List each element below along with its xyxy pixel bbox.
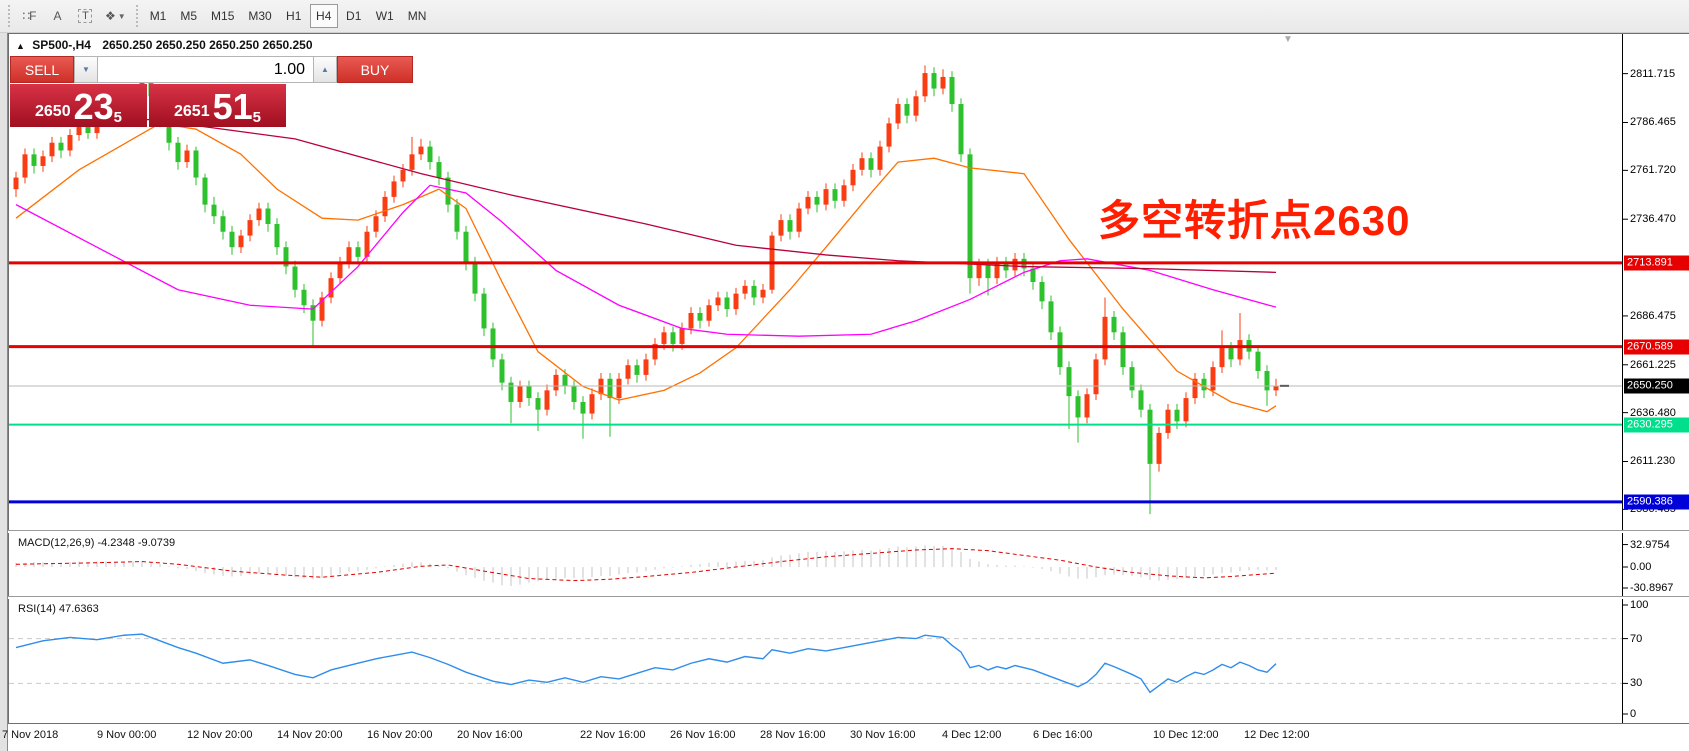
rsi-tick-label: 100 <box>1630 599 1649 611</box>
sell-price-integer: 2650 <box>35 103 71 120</box>
price-tick-label: 2611.230 <box>1630 455 1676 468</box>
text-box-tool-icon: T <box>78 9 92 23</box>
timeframes-group: M1 M5 M15 M30 H1 H4 D1 W1 MN <box>143 4 434 28</box>
time-tick-label: 12 Dec 12:00 <box>1244 729 1310 741</box>
price-level-badge: 2670.589 <box>1624 339 1689 355</box>
time-tick-label: 9 Nov 00:00 <box>97 729 157 741</box>
price-tick-label: 2661.225 <box>1630 358 1676 371</box>
price-tick-label: 2786.465 <box>1630 116 1676 129</box>
buy-price-display[interactable]: 2651 51 5 <box>149 84 286 127</box>
text-box-tool-button[interactable]: T <box>72 4 98 28</box>
price-tick-label: 2686.475 <box>1630 309 1676 322</box>
time-tick-label: 7 Nov 2018 <box>2 729 59 741</box>
chart-title: ▲ SP500-,H4 2650.250 2650.250 2650.250 2… <box>16 38 313 52</box>
collapse-arrow-icon[interactable]: ▲ <box>16 41 25 51</box>
volume-increase-button[interactable]: ▲ <box>313 56 337 83</box>
timeframe-button-m15[interactable]: M15 <box>211 9 235 23</box>
time-tick-label: 28 Nov 16:00 <box>760 729 826 741</box>
volume-decrease-button[interactable]: ▼ <box>74 56 98 83</box>
macd-tick-label: -30.8967 <box>1630 582 1674 594</box>
toolbar: ∷F A T ❖ ▼ M1 M5 M15 M30 H1 H4 D1 W1 MN <box>0 0 1689 33</box>
time-axis-strip <box>8 723 1689 751</box>
drawing-tools-group: ∷F A T ❖ ▼ <box>15 4 132 28</box>
sell-price-fraction: 5 <box>113 109 122 126</box>
window-left-edge <box>0 33 8 751</box>
ohlc-quotes: 2650.250 2650.250 2650.250 2650.250 <box>102 38 313 52</box>
buy-price-pips: 51 <box>212 85 253 127</box>
timeframe-button-d1[interactable]: D1 <box>346 9 362 23</box>
timeframe-toolbar-grip[interactable] <box>134 5 140 27</box>
buy-price-integer: 2651 <box>174 103 210 120</box>
price-level-badge: 2630.295 <box>1624 417 1689 433</box>
toolbar-grip[interactable] <box>7 5 12 27</box>
time-tick-label: 20 Nov 16:00 <box>457 729 523 741</box>
timeframe-button-h4[interactable]: H4 <box>309 4 338 28</box>
macd-indicator-label: MACD(12,26,9) -4.2348 -9.0739 <box>18 537 176 549</box>
price-tick-label: 2811.715 <box>1630 67 1676 80</box>
time-tick-label: 16 Nov 20:00 <box>367 729 433 741</box>
buy-button[interactable]: BUY <box>337 56 413 83</box>
price-level-badge: 2590.386 <box>1624 494 1689 510</box>
buy-price-fraction: 5 <box>252 109 261 126</box>
time-tick-label: 30 Nov 16:00 <box>850 729 916 741</box>
volume-input[interactable] <box>98 56 313 83</box>
time-tick-label: 6 Dec 16:00 <box>1033 729 1093 741</box>
rsi-tick-label: 70 <box>1630 632 1643 645</box>
macd-tick-label: 32.9754 <box>1630 538 1670 551</box>
rsi-panel-separator[interactable] <box>8 596 1689 599</box>
text-label-tool-icon: A <box>53 9 61 23</box>
time-tick-label: 22 Nov 16:00 <box>580 729 646 741</box>
rsi-indicator-label: RSI(14) 47.6363 <box>18 603 99 615</box>
time-tick-label: 12 Nov 20:00 <box>187 729 253 741</box>
shapes-tool-button[interactable]: ❖ ▼ <box>100 4 131 28</box>
sell-price-pips: 23 <box>73 85 114 127</box>
chart-annotation-text: 多空转折点2630 <box>1098 197 1411 244</box>
chart-shift-marker-icon[interactable]: ▼ <box>1283 34 1293 45</box>
chart-window[interactable] <box>8 33 1689 751</box>
time-tick-label: 26 Nov 16:00 <box>670 729 736 741</box>
timeframe-button-m5[interactable]: M5 <box>180 9 198 23</box>
sell-button[interactable]: SELL <box>10 56 74 83</box>
price-tick-label: 2636.480 <box>1630 406 1676 419</box>
timeframe-button-m1[interactable]: M1 <box>149 9 167 23</box>
text-label-tool-button[interactable]: A <box>44 4 70 28</box>
one-click-trading-panel: SELL ▼ ▲ BUY 2650 23 5 2651 51 5 <box>10 56 413 127</box>
macd-panel-separator[interactable] <box>8 530 1689 533</box>
timeframe-button-w1[interactable]: W1 <box>375 9 394 23</box>
rsi-tick-label: 0 <box>1630 708 1637 720</box>
price-axis-line <box>1622 34 1623 723</box>
chevron-down-icon[interactable]: ▼ <box>117 11 126 21</box>
price-tick-label: 2761.720 <box>1630 164 1676 177</box>
price-tick-label: 2736.470 <box>1630 213 1676 226</box>
timeframe-button-m30[interactable]: M30 <box>248 9 272 23</box>
shapes-tool-icon: ❖ <box>105 9 116 23</box>
fibonacci-tool-icon: ∷F <box>22 9 37 23</box>
time-tick-label: 14 Nov 20:00 <box>277 729 343 741</box>
macd-tick-label: 0.00 <box>1630 561 1652 573</box>
symbol-name: SP500-,H4 <box>32 38 91 52</box>
timeframe-button-h1[interactable]: H1 <box>286 9 302 23</box>
price-level-badge: 2713.891 <box>1624 255 1689 271</box>
fibonacci-tool-button[interactable]: ∷F <box>16 4 42 28</box>
rsi-tick-label: 30 <box>1630 677 1643 690</box>
timeframe-button-mn[interactable]: MN <box>407 9 427 23</box>
time-tick-label: 4 Dec 12:00 <box>942 729 1002 741</box>
sell-price-display[interactable]: 2650 23 5 <box>10 84 147 127</box>
time-tick-label: 10 Dec 12:00 <box>1153 729 1219 741</box>
price-level-badge: 2650.250 <box>1624 378 1689 394</box>
